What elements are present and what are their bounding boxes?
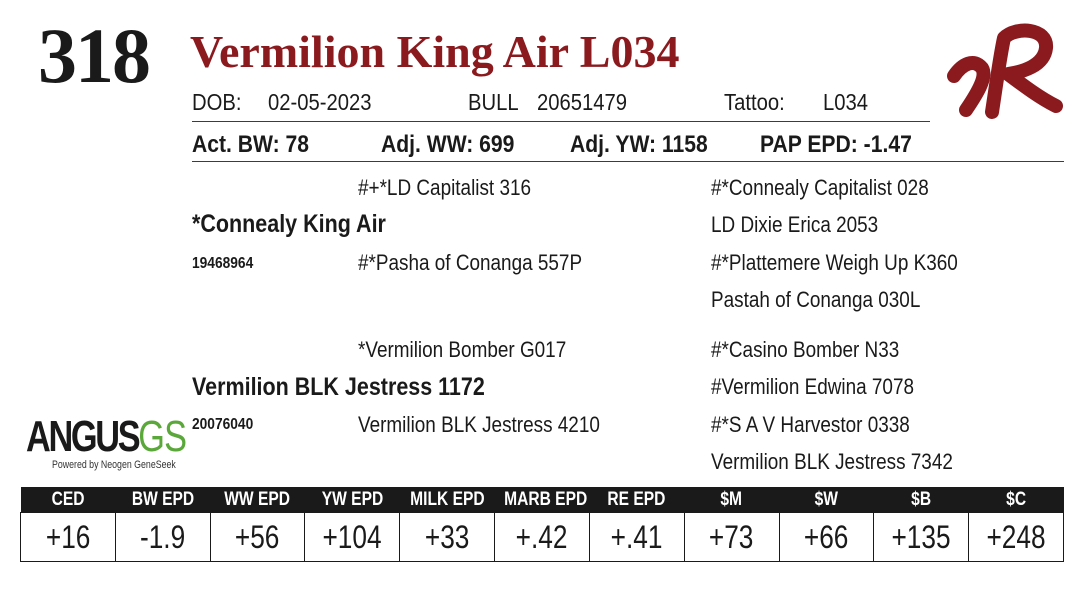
epd-value-yw: +104 — [304, 512, 401, 562]
epd-header-ww: WW EPD — [210, 487, 305, 513]
epd-header-milk: MILK EPD — [399, 487, 495, 513]
epd-header-marb: MARB EPD — [494, 487, 590, 513]
sire-registration: 19468964 — [192, 255, 254, 272]
adjusted-weaning-weight: Adj. WW: 699 — [381, 131, 515, 158]
adjusted-yearling-weight: Adj. YW: 1158 — [570, 131, 708, 158]
epd-value-row: +16 -1.9 +56 +104 +33 +.42 +.41 +73 +66 … — [20, 512, 1064, 562]
sire-sire-sire: #*Connealy Capitalist 028 — [711, 175, 929, 200]
epd-header-b: $B — [873, 487, 969, 513]
epd-header-re: RE EPD — [589, 487, 685, 513]
sire-dam-sire: #*Plattemere Weigh Up K360 — [711, 250, 958, 275]
epd-header-m: $M — [684, 487, 779, 513]
tattoo-value: L034 — [823, 89, 869, 115]
angus-gs-logo: ANGUSGS — [26, 412, 187, 461]
dam-name: Vermilion BLK Jestress 1172 — [192, 373, 485, 401]
ranch-brand-logo — [947, 23, 1063, 119]
dam-sire-sire: #*Casino Bomber N33 — [711, 337, 900, 362]
dob-label: DOB: — [192, 89, 242, 115]
logo-tagline: Powered by Neogen GeneSeek — [52, 459, 176, 471]
dam-registration: 20076040 — [192, 416, 254, 433]
epd-header-ced: CED — [20, 487, 116, 513]
sire-name: *Connealy King Air — [192, 210, 386, 238]
epd-value-c: +248 — [968, 512, 1064, 562]
pap-epd: PAP EPD: -1.47 — [760, 131, 912, 158]
epd-value-marb: +.42 — [494, 512, 590, 562]
lot-number: 318 — [38, 12, 151, 99]
actual-birth-weight: Act. BW: 78 — [192, 131, 309, 158]
dam-sire-dam: #Vermilion Edwina 7078 — [711, 374, 915, 399]
animal-name: Vermilion King Air L034 — [190, 26, 680, 77]
epd-header-w: $W — [779, 487, 874, 513]
epd-value-m: +73 — [683, 512, 780, 562]
dam-sire: *Vermilion Bomber G017 — [358, 337, 567, 362]
tattoo-label: Tattoo: — [724, 89, 785, 115]
sire-dam: #*Pasha of Conanga 557P — [358, 250, 583, 275]
epd-value-b: +135 — [873, 512, 970, 562]
sire-dam-dam: Pastah of Conanga 030L — [711, 287, 921, 312]
divider-bottom — [192, 161, 1064, 162]
epd-header-row: CED BW EPD WW EPD YW EPD MILK EPD MARB E… — [20, 487, 1064, 513]
epd-value-milk: +33 — [399, 512, 496, 562]
epd-header-bw: BW EPD — [115, 487, 211, 513]
dam-dam-sire: #*S A V Harvestor 0338 — [711, 412, 910, 437]
epd-header-yw: YW EPD — [304, 487, 400, 513]
divider-top — [192, 121, 930, 122]
sire-sire: #+*LD Capitalist 316 — [358, 175, 532, 200]
logo-brand-suffix: GS — [138, 412, 187, 461]
dam-dam: Vermilion BLK Jestress 4210 — [358, 412, 600, 437]
epd-header-c: $C — [968, 487, 1064, 513]
epd-value-w: +66 — [778, 512, 875, 562]
dob-value: 02-05-2023 — [268, 89, 372, 115]
epd-value-ww: +56 — [209, 512, 306, 562]
epd-table: CED BW EPD WW EPD YW EPD MILK EPD MARB E… — [20, 487, 1064, 562]
epd-value-ced: +16 — [20, 512, 116, 562]
epd-value-bw: -1.9 — [114, 512, 211, 562]
sire-sire-dam: LD Dixie Erica 2053 — [711, 212, 879, 237]
registration-number: 20651479 — [537, 89, 628, 115]
logo-brand-main: ANGUS — [26, 412, 141, 461]
epd-value-re: +.41 — [588, 512, 685, 562]
sex-value: BULL — [468, 89, 519, 115]
dam-dam-dam: Vermilion BLK Jestress 7342 — [711, 449, 953, 474]
